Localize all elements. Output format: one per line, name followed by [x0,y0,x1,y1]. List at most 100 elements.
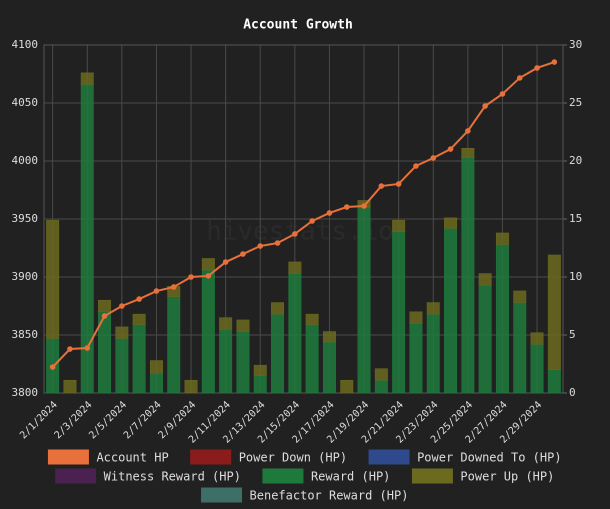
bar [478,284,492,394]
bar [305,324,319,394]
bar [46,219,60,339]
bar [547,254,561,371]
line-point [447,146,454,152]
legend-label: Power Downed To (HP) [417,451,562,465]
line-point [413,163,419,169]
bar [495,232,509,245]
bar [444,217,458,229]
line-point [378,183,385,189]
line-point [343,204,350,210]
line [51,61,555,368]
y2-tick-label: 20 [569,154,582,167]
bar [392,219,406,233]
y-tick-label: 4050 [12,96,39,109]
y-tick-label: 3950 [12,212,39,225]
bar [149,373,163,394]
line-point [119,303,125,309]
bar [236,319,250,332]
bar [322,341,336,394]
legend-swatch [368,449,410,465]
line-point [395,181,402,187]
legend-label: Benefactor Reward (HP) [250,489,409,503]
line-point [222,259,229,265]
y-tick-label: 3850 [12,328,39,341]
bar [288,261,302,274]
line-point [240,251,246,257]
bar [201,258,215,271]
y2-tick-label: 30 [569,38,582,51]
bar [80,72,94,85]
line-point [465,128,471,134]
legend-label: Power Up (HP) [460,470,554,484]
bar [253,375,267,394]
legend-swatch [47,449,89,465]
legend-item: Reward (HP) [262,468,390,484]
bar [201,269,215,394]
bar [478,273,492,286]
bar [288,273,302,394]
y-tick-label: 4100 [12,38,39,51]
bar [184,379,198,394]
bar [219,317,233,330]
y-tick-label: 3900 [12,270,39,283]
legend-swatch [262,468,304,484]
bar [98,299,112,313]
line-point [170,284,177,290]
bar [426,302,440,315]
legend-label: Account HP [96,451,168,465]
line-point [205,273,212,279]
bar [530,332,544,345]
line-point [430,155,437,161]
legend-item: Power Up (HP) [411,468,554,484]
bar [374,379,388,394]
legend-label: Reward (HP) [311,470,390,484]
line-point [49,364,56,370]
bar [132,313,146,325]
line-point [499,91,506,97]
bar [495,244,509,394]
bar [409,311,423,324]
bar [461,157,475,394]
legend-item: Power Down (HP) [190,449,347,465]
line-point [153,288,160,294]
bar [409,323,423,394]
legend-item: Account HP [47,449,169,465]
bar [167,296,181,394]
bar [392,231,406,394]
plot-border [43,44,564,394]
line-point [292,231,298,237]
bar [513,302,527,394]
bar [322,331,336,343]
legend-swatch [190,449,232,465]
line-point [84,345,91,351]
legend-item: Witness Reward (HP) [55,468,241,484]
legend-swatch [411,468,453,484]
bar [426,313,440,394]
bar [271,313,285,394]
bar [530,344,544,394]
bar [149,360,163,374]
bar [547,369,561,394]
bar [132,324,146,394]
bar [219,328,233,394]
line-point [516,75,523,81]
line-point [188,274,194,280]
line-point [534,65,540,71]
bar [374,368,388,381]
chart-title: Account Growth [243,18,353,33]
bar [115,338,129,394]
bar [271,302,285,315]
bar [513,290,527,303]
bar [115,326,129,339]
legend-label: Power Down (HP) [239,451,347,465]
legend-label: Witness Reward (HP) [104,470,241,484]
bar [253,364,267,376]
y-tick-label: 3800 [12,386,39,399]
line-point [551,59,558,65]
line-point [361,203,367,209]
legend-item: Power Downed To (HP) [368,449,562,465]
legend-swatch [55,468,97,484]
y2-tick-label: 0 [569,386,576,399]
line-point [326,210,333,216]
